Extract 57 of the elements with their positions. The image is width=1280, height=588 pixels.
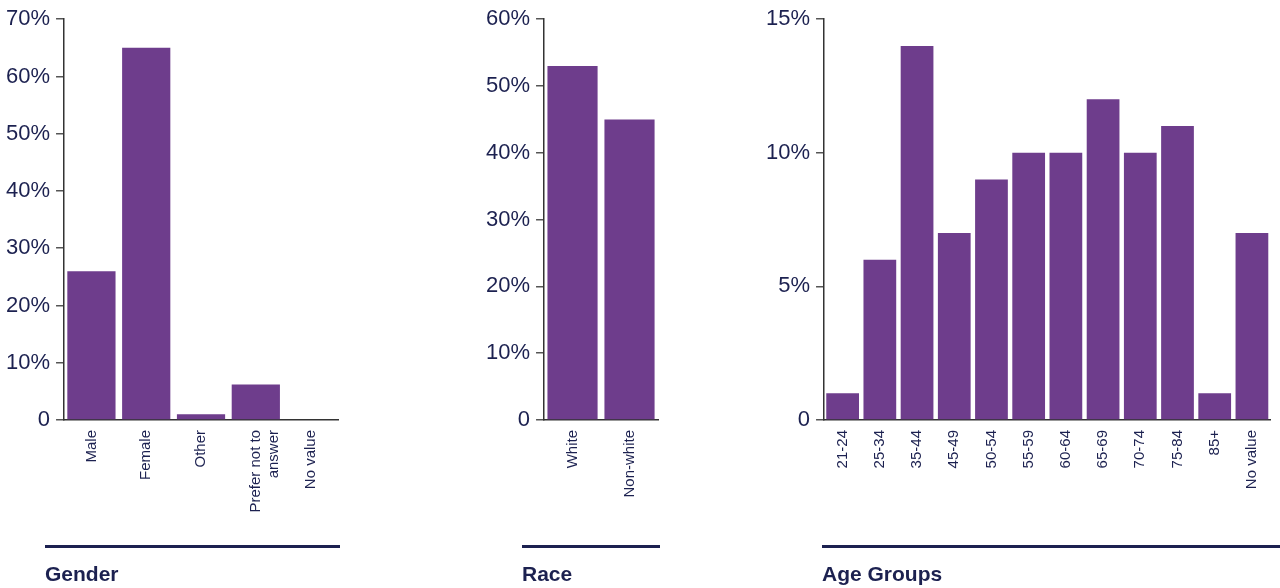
y-tick-label: 30% [5, 234, 51, 260]
bar [122, 47, 171, 420]
x-tick-label: 35-44 [907, 430, 925, 469]
bar [863, 259, 897, 420]
bar [826, 393, 860, 420]
y-tick-label: 60% [5, 62, 51, 88]
x-tick-label: 50-54 [981, 430, 999, 469]
y-tick-label: 0 [517, 406, 531, 432]
bar [975, 179, 1008, 420]
text: Age Groups [822, 545, 1280, 586]
x-tick-label: Non-white [619, 430, 637, 498]
bar [1012, 152, 1046, 420]
bar [231, 384, 280, 420]
y-tick-label: 40% [485, 138, 531, 164]
y-tick-label: 30% [485, 205, 531, 231]
x-tick-label: White [562, 430, 580, 469]
y-tick-label: 10% [765, 138, 811, 164]
x-tick-label: 55-59 [1018, 430, 1036, 469]
x-tick-label: Prefer not to answer [245, 430, 281, 513]
y-tick-label: 40% [5, 177, 51, 203]
y-tick-label: 10% [485, 339, 531, 365]
bar [900, 45, 934, 420]
y-tick-label: 50% [485, 72, 531, 98]
x-tick-label: 45-49 [944, 430, 962, 469]
y-tick-label: 15% [765, 5, 811, 31]
x-tick-label: 21-24 [832, 430, 850, 469]
x-tick-label: 60-64 [1056, 430, 1074, 469]
x-tick-label: Other [191, 430, 209, 468]
bar [1235, 232, 1269, 420]
bar [67, 271, 116, 420]
text: Gender [45, 545, 340, 586]
x-tick-label: Female [136, 430, 154, 481]
y-tick-label: 70% [5, 5, 51, 31]
bar [176, 414, 226, 420]
bar [1086, 99, 1120, 420]
y-tick-label: 0 [797, 406, 811, 432]
y-tick-label: 20% [5, 291, 51, 317]
y-tick-label: 10% [5, 348, 51, 374]
y-tick-label: 60% [485, 5, 531, 31]
x-tick-label: 85+ [1204, 429, 1222, 456]
x-tick-label: No value [1242, 430, 1260, 490]
x-tick-label: 25-34 [869, 430, 887, 469]
x-tick-label: 65-69 [1093, 430, 1111, 469]
bar [1161, 126, 1194, 420]
bar [937, 232, 971, 420]
y-tick-label: 20% [485, 272, 531, 298]
bar [1198, 393, 1232, 420]
bar [1123, 152, 1157, 420]
bar [1049, 152, 1083, 420]
y-tick-label: 0 [37, 406, 51, 432]
y-tick-label: 50% [5, 119, 51, 145]
x-tick-label: 75-84 [1167, 430, 1185, 469]
x-tick-label: 70-74 [1130, 430, 1148, 469]
x-tick-label: Male [81, 430, 99, 463]
y-tick-label: 5% [778, 272, 811, 298]
text: Race [522, 545, 660, 586]
x-tick-label: No value [300, 430, 318, 490]
